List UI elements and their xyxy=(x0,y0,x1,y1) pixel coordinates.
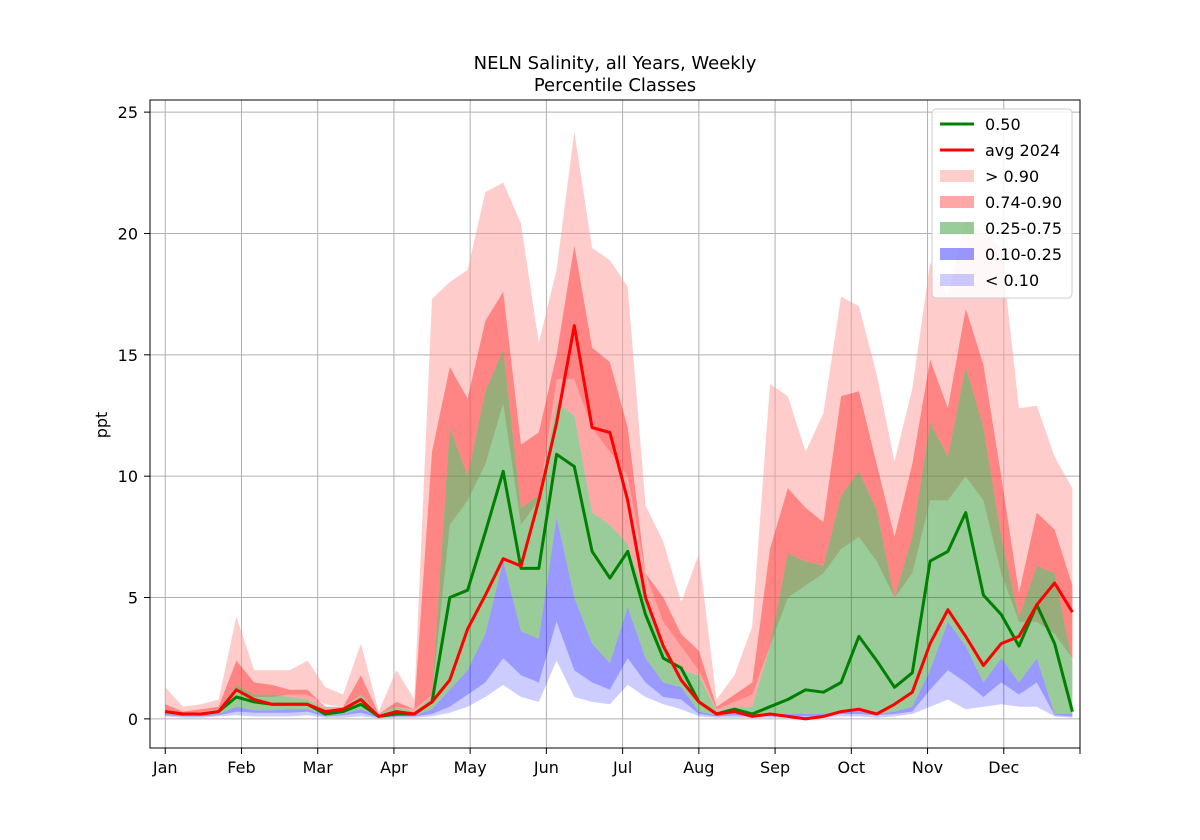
x-tick-label: Jan xyxy=(152,758,178,777)
line-avg-2024 xyxy=(164,324,1074,721)
legend-label: avg 2024 xyxy=(985,141,1060,160)
y-axis-label: ppt xyxy=(92,412,111,439)
y-tick-label: 10 xyxy=(118,467,138,486)
x-tick-label: Oct xyxy=(837,758,865,777)
legend-label: < 0.10 xyxy=(985,271,1039,290)
chart-subtitle: Percentile Classes xyxy=(534,75,696,96)
percentile-bands xyxy=(165,131,1073,719)
band-0-74-0-90 xyxy=(165,245,1073,714)
plot-frame xyxy=(149,99,1081,749)
legend-label: > 0.90 xyxy=(985,167,1039,186)
legend-swatch xyxy=(940,222,974,234)
legend-label: 0.10-0.25 xyxy=(985,245,1062,264)
y-tick-label: 5 xyxy=(128,589,138,608)
x-tick-label: May xyxy=(454,758,487,777)
x-tick-label: Sep xyxy=(760,758,790,777)
y-axis-ticks: 0 5 10 15 20 25 xyxy=(118,103,150,729)
series-lines xyxy=(164,324,1074,721)
band-0-25-0-75 xyxy=(165,350,1073,717)
x-tick-label: Apr xyxy=(380,758,408,777)
x-tick-label: Dec xyxy=(988,758,1019,777)
chart-title: NELN Salinity, all Years, Weekly xyxy=(474,53,757,74)
y-tick-label: 0 xyxy=(128,710,138,729)
x-tick-label: Nov xyxy=(912,758,943,777)
y-tick-label: 20 xyxy=(118,224,138,243)
legend-label: 0.50 xyxy=(985,115,1021,134)
legend-swatch xyxy=(940,170,974,182)
band-0-90 xyxy=(165,131,1073,715)
x-tick-label: Aug xyxy=(683,758,714,777)
x-tick-label: Jun xyxy=(533,758,559,777)
y-tick-label: 25 xyxy=(118,103,138,122)
legend: 0.50 avg 2024 > 0.90 0.74-0.90 0.25-0.75 0.10… xyxy=(931,108,1073,299)
x-tick-label: Mar xyxy=(303,758,334,777)
legend-box xyxy=(931,108,1073,299)
x-tick-label: Feb xyxy=(227,758,255,777)
legend-label: 0.74-0.90 xyxy=(985,193,1062,212)
x-tick-label: Jul xyxy=(612,758,632,777)
legend-swatch xyxy=(940,274,974,286)
x-axis-ticks: Jan Feb Mar Apr May Jun Jul Aug Sep Oct Nov Dec xyxy=(152,748,1081,777)
y-tick-label: 15 xyxy=(118,346,138,365)
legend-swatch xyxy=(940,196,974,208)
legend-swatch xyxy=(940,248,974,260)
legend-label: 0.25-0.75 xyxy=(985,219,1062,238)
